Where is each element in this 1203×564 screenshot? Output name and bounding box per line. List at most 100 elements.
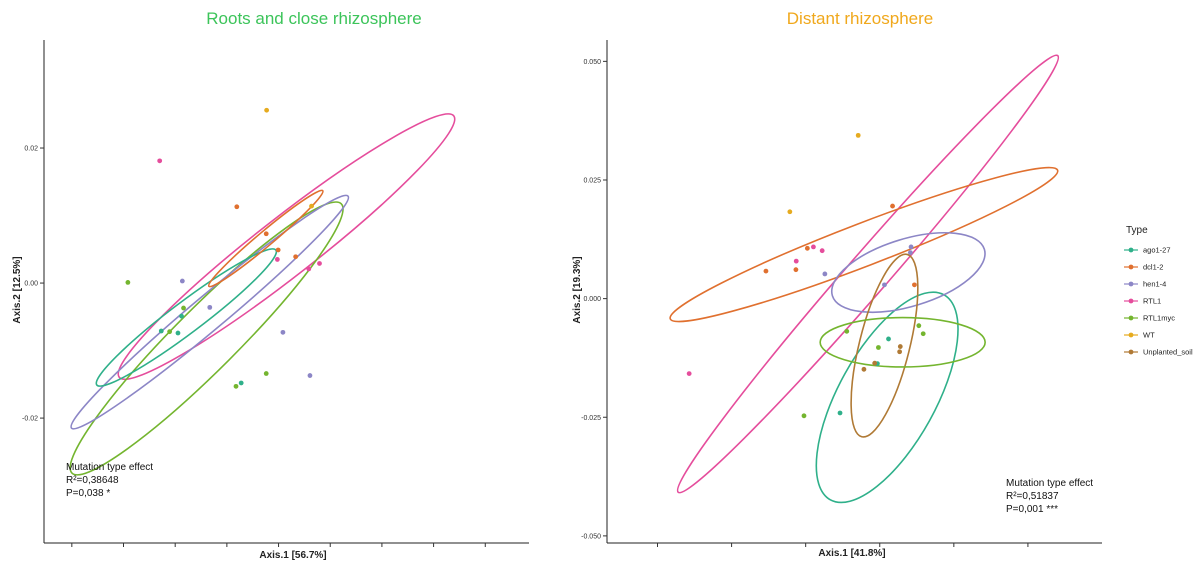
panel1-annotation-p: P=0,038 *: [66, 488, 110, 499]
panel2-point-rtl1myc: [844, 328, 850, 334]
panel2-points: [686, 132, 926, 419]
panel2-ellipses: [669, 54, 1060, 504]
panel1-x-label: Axis.1 [56.7%]: [259, 550, 326, 561]
panel2-point-unplanted-soil: [861, 366, 867, 372]
legend-key-dot-hen1-4: [1128, 281, 1134, 287]
panel2-point-hen1-4: [882, 282, 887, 288]
panel2-y-tick-label: 0.025: [583, 177, 601, 184]
panel1-ellipse-rtl1myc: [69, 201, 344, 476]
panel1-ellipse-hen1-4: [70, 194, 350, 430]
panel2-y-tick-label: 0.050: [583, 59, 601, 66]
panel1-point-ago1-27: [175, 330, 181, 336]
panel1-point-dcl1-2: [234, 204, 240, 210]
legend-label-hen1-4: hen1-4: [1143, 280, 1166, 289]
panel2-ticks: 0.050 0.025 0.000 -0.025 -0.050: [581, 59, 1029, 547]
panel2-point-dcl1-2: [912, 282, 917, 288]
panel1-points: [125, 107, 322, 389]
panel1-ticks: 0.02 0.00 -0.02: [22, 146, 486, 547]
legend-items: ago1-27 dcl1-2 hen1-4 RTL1 RTL1myc WT Unplante…: [1124, 246, 1193, 357]
panel1-point-wt: [264, 107, 270, 113]
legend-label-wt: WT: [1143, 331, 1155, 340]
panel2-ellipse-hen1-4: [830, 231, 986, 314]
legend-key-dot-dcl1-2: [1128, 264, 1134, 270]
panel1-point-rtl1: [317, 261, 322, 266]
panel2-point-dcl1-2: [793, 267, 799, 273]
panel2-point-dcl1-2: [804, 245, 810, 251]
panel2-ellipse-ago1-27: [815, 291, 959, 504]
legend-label-rtl1: RTL1: [1143, 297, 1161, 306]
panel2-point-hen1-4: [822, 271, 828, 277]
panel2-point-dcl1-2: [890, 203, 895, 209]
panel2-point-unplanted-soil: [897, 349, 903, 355]
panel1-point-rtl1myc: [167, 329, 173, 335]
panel2-annotation-p: P=0,001 ***: [1006, 504, 1058, 515]
legend-key-dot-ago1-27: [1128, 247, 1134, 253]
panel2-ellipse-dcl1-2: [669, 166, 1059, 323]
panel2-point-rtl1: [793, 258, 799, 264]
panel2-point-rtl1: [811, 244, 816, 250]
panel2-point-ago1-27: [886, 336, 891, 342]
legend-title: Type: [1126, 225, 1148, 236]
panel2-annotation-title: Mutation type effect: [1006, 478, 1093, 489]
panel2-point-rtl1: [819, 248, 825, 254]
legend-key-dot-wt: [1128, 332, 1134, 338]
panel2-y-tick-label: 0.000: [583, 296, 601, 303]
legend-label-ago1-27: ago1-27: [1143, 246, 1171, 255]
panel2-point-hen1-4: [907, 250, 913, 255]
legend: Type ago1-27 dcl1-2 hen1-4 RTL1 RTL1myc WT Unp…: [1124, 225, 1193, 357]
panel1-y-tick-label: 0.00: [24, 281, 38, 288]
panel1-y-label: Axis.2 [12.5%]: [12, 256, 23, 323]
panel1-annotation-title: Mutation type effect: [66, 462, 153, 473]
panel1-ellipse-rtl1: [117, 113, 456, 381]
panel2-x-label: Axis.1 [41.8%]: [818, 548, 885, 559]
panel1-point-rtl1myc: [181, 305, 186, 311]
panel1-point-hen1-4: [179, 278, 185, 284]
panel2-point-rtl1myc: [916, 323, 922, 329]
panel2-title: Distant rhizosphere: [787, 9, 933, 28]
legend-key-dot-unplanted-soil: [1128, 349, 1134, 355]
legend-label-rtl1myc: RTL1myc: [1143, 314, 1175, 323]
panel1-point-hen1-4: [207, 304, 213, 310]
panel1-ellipses: [69, 113, 456, 476]
panel1-point-hen1-4: [280, 329, 286, 335]
panel1-point-rtl1: [306, 266, 312, 272]
panel1-title: Roots and close rhizosphere: [206, 9, 421, 28]
panel1-point-dcl1-2: [275, 247, 281, 253]
panel1-plot: 0.02 0.00 -0.02 Axis.1 [56.7%] Axis.2 [12.…: [12, 40, 529, 561]
legend-key-dot-rtl1myc: [1128, 315, 1134, 321]
panel1-point-wt: [309, 203, 314, 209]
panel1-point-rtl1: [157, 158, 163, 164]
panel2-point-wt: [855, 132, 861, 138]
panel1-y-tick-label: -0.02: [22, 416, 38, 423]
panel1-point-ago1-27: [238, 380, 244, 386]
panel2-point-rtl1myc: [801, 413, 807, 419]
panel2-y-tick-label: -0.025: [581, 415, 601, 422]
panel2-ellipse-rtl1: [676, 54, 1060, 494]
panel2-ellipse-unplanted-soil: [850, 253, 919, 438]
legend-label-unplanted-soil: Unplanted_soil: [1143, 348, 1193, 357]
panel1-point-rtl1: [274, 257, 280, 262]
panel2-y-label: Axis.2 [19.3%]: [572, 256, 583, 323]
panel2-point-rtl1myc: [876, 345, 881, 350]
panel1-point-dcl1-2: [263, 231, 269, 237]
panel1-point-rtl1myc: [125, 279, 131, 285]
panel2-annotation-r2: R²=0,51837: [1006, 491, 1059, 502]
panel2-point-dcl1-2: [763, 268, 769, 274]
panel2-ellipse-rtl1myc: [819, 316, 986, 368]
panel1-point-rtl1myc: [233, 383, 239, 389]
panel1-point-rtl1myc: [263, 371, 269, 376]
panel1-point-ago1-27: [179, 313, 184, 319]
panel1-ellipse-dcl1-2: [207, 189, 324, 288]
panel1-point-ago1-27: [158, 328, 164, 334]
panel1-annotation-r2: R²=0,38648: [66, 475, 119, 486]
panel2-point-ago1-27: [837, 410, 843, 416]
panel2-point-rtl1: [686, 371, 692, 376]
panel2-point-unplanted-soil: [897, 344, 903, 349]
panel1-point-hen1-4: [307, 373, 313, 378]
panel2-y-tick-label: -0.050: [581, 533, 601, 540]
panel1-y-tick-label: 0.02: [24, 146, 38, 153]
panel2-point-unplanted-soil: [872, 360, 878, 366]
panel1-point-dcl1-2: [293, 254, 299, 260]
panel2-point-wt: [787, 209, 793, 215]
legend-key-dot-rtl1: [1128, 298, 1134, 304]
